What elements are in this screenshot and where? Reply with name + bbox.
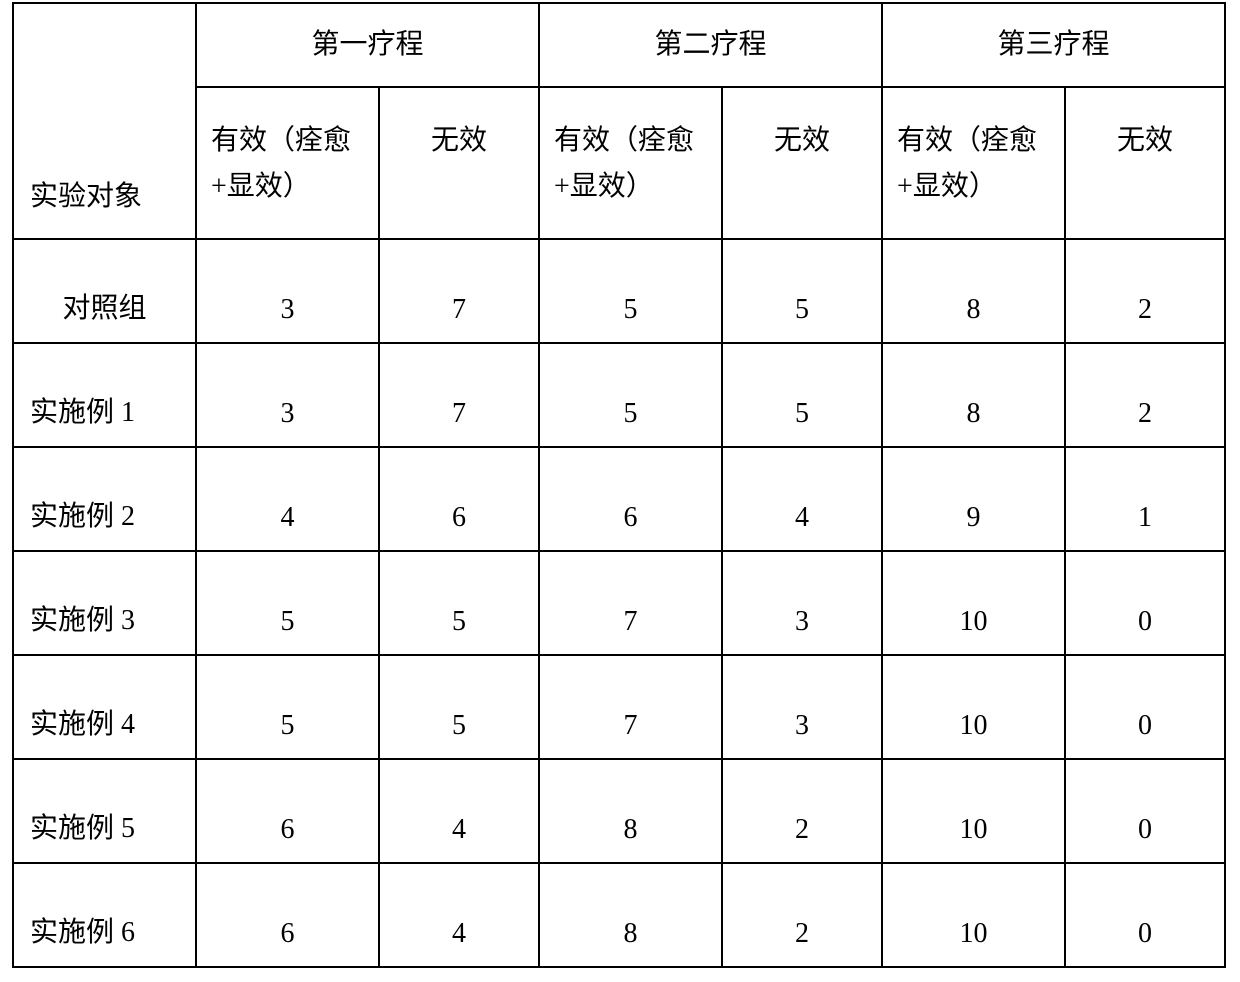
table-row: 实施例 2466491 bbox=[13, 447, 1225, 551]
cell-effective: 10 bbox=[882, 655, 1065, 759]
cell-ineffective: 5 bbox=[379, 655, 539, 759]
cell-effective: 8 bbox=[882, 239, 1065, 343]
cell-ineffective: 5 bbox=[379, 551, 539, 655]
cell-effective: 6 bbox=[196, 863, 379, 967]
cell-effective: 5 bbox=[539, 239, 722, 343]
cell-ineffective: 5 bbox=[722, 343, 882, 447]
header-period-1: 第一疗程 bbox=[196, 3, 539, 87]
row-label: 实施例 6 bbox=[13, 863, 196, 967]
efficacy-table: 实验对象 第一疗程 第二疗程 第三疗程 有效（痊愈+显效） 无效 有效（痊愈+显… bbox=[12, 2, 1226, 968]
header-p1-ineffective: 无效 bbox=[379, 87, 539, 239]
cell-ineffective: 0 bbox=[1065, 759, 1225, 863]
cell-effective: 4 bbox=[196, 447, 379, 551]
cell-ineffective: 6 bbox=[379, 447, 539, 551]
cell-ineffective: 0 bbox=[1065, 551, 1225, 655]
cell-ineffective: 1 bbox=[1065, 447, 1225, 551]
cell-effective: 8 bbox=[539, 863, 722, 967]
cell-ineffective: 4 bbox=[379, 759, 539, 863]
cell-ineffective: 2 bbox=[722, 863, 882, 967]
cell-ineffective: 0 bbox=[1065, 655, 1225, 759]
cell-ineffective: 2 bbox=[1065, 343, 1225, 447]
cell-ineffective: 7 bbox=[379, 343, 539, 447]
cell-ineffective: 0 bbox=[1065, 863, 1225, 967]
cell-effective: 8 bbox=[539, 759, 722, 863]
cell-ineffective: 4 bbox=[722, 447, 882, 551]
cell-effective: 7 bbox=[539, 655, 722, 759]
header-p2-ineffective: 无效 bbox=[722, 87, 882, 239]
row-label: 实施例 1 bbox=[13, 343, 196, 447]
cell-ineffective: 2 bbox=[1065, 239, 1225, 343]
cell-effective: 6 bbox=[539, 447, 722, 551]
table-row: 实施例 45573100 bbox=[13, 655, 1225, 759]
row-label: 对照组 bbox=[13, 239, 196, 343]
table-header: 实验对象 第一疗程 第二疗程 第三疗程 有效（痊愈+显效） 无效 有效（痊愈+显… bbox=[13, 3, 1225, 239]
cell-effective: 10 bbox=[882, 551, 1065, 655]
cell-effective: 5 bbox=[196, 551, 379, 655]
cell-ineffective: 5 bbox=[722, 239, 882, 343]
row-label: 实施例 5 bbox=[13, 759, 196, 863]
cell-effective: 8 bbox=[882, 343, 1065, 447]
table-row: 实施例 66482100 bbox=[13, 863, 1225, 967]
cell-effective: 9 bbox=[882, 447, 1065, 551]
header-p3-ineffective: 无效 bbox=[1065, 87, 1225, 239]
cell-effective: 5 bbox=[539, 343, 722, 447]
table-row: 实施例 35573100 bbox=[13, 551, 1225, 655]
cell-effective: 3 bbox=[196, 239, 379, 343]
header-p2-effective: 有效（痊愈+显效） bbox=[539, 87, 722, 239]
cell-effective: 3 bbox=[196, 343, 379, 447]
cell-effective: 5 bbox=[196, 655, 379, 759]
cell-effective: 10 bbox=[882, 863, 1065, 967]
cell-ineffective: 3 bbox=[722, 655, 882, 759]
cell-effective: 7 bbox=[539, 551, 722, 655]
table-row: 实施例 56482100 bbox=[13, 759, 1225, 863]
cell-ineffective: 3 bbox=[722, 551, 882, 655]
row-label: 实施例 2 bbox=[13, 447, 196, 551]
row-label: 实施例 4 bbox=[13, 655, 196, 759]
header-p3-effective: 有效（痊愈+显效） bbox=[882, 87, 1065, 239]
cell-ineffective: 4 bbox=[379, 863, 539, 967]
table-row: 实施例 1375582 bbox=[13, 343, 1225, 447]
header-subject: 实验对象 bbox=[13, 3, 196, 239]
cell-ineffective: 2 bbox=[722, 759, 882, 863]
table-body: 对照组375582实施例 1375582实施例 2466491实施例 35573… bbox=[13, 239, 1225, 967]
header-p1-effective: 有效（痊愈+显效） bbox=[196, 87, 379, 239]
cell-effective: 6 bbox=[196, 759, 379, 863]
cell-ineffective: 7 bbox=[379, 239, 539, 343]
efficacy-table-container: 实验对象 第一疗程 第二疗程 第三疗程 有效（痊愈+显效） 无效 有效（痊愈+显… bbox=[12, 2, 1224, 968]
header-period-3: 第三疗程 bbox=[882, 3, 1225, 87]
cell-effective: 10 bbox=[882, 759, 1065, 863]
table-row: 对照组375582 bbox=[13, 239, 1225, 343]
header-period-2: 第二疗程 bbox=[539, 3, 882, 87]
row-label: 实施例 3 bbox=[13, 551, 196, 655]
